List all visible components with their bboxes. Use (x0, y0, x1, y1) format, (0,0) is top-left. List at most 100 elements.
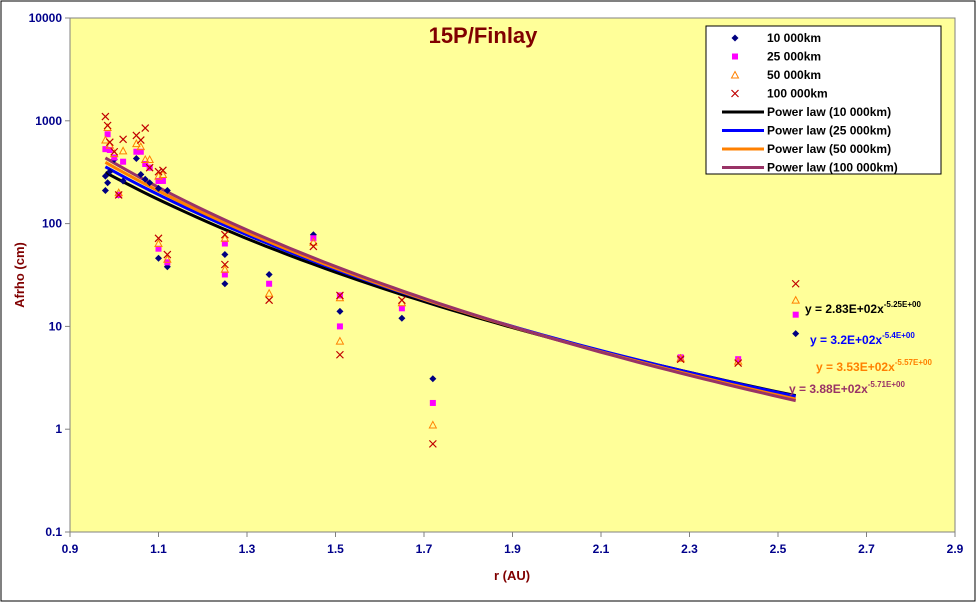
data-point (133, 148, 140, 155)
data-point (309, 242, 318, 251)
equation-label: y = 2.83E+02x-5.25E+00 (805, 300, 921, 316)
data-point (114, 191, 123, 199)
legend-marker (731, 89, 739, 98)
data-point (106, 168, 114, 176)
data-point (428, 420, 438, 429)
data-point (220, 233, 230, 242)
y-tick-label: 1 (55, 422, 62, 436)
data-point (159, 166, 167, 175)
legend-label: 50 000km (767, 68, 821, 82)
data-point (734, 359, 743, 367)
data-point (159, 177, 166, 184)
legend-marker (730, 70, 740, 79)
legend-label: Power law (10 000km) (767, 105, 891, 119)
chart-title: 15P/Finlay (429, 23, 539, 48)
y-tick-label: 10000 (29, 11, 63, 25)
data-point (119, 135, 128, 144)
data-point (140, 154, 150, 164)
data-point (120, 158, 127, 165)
x-axis-ticks: 0.9 1.1 1.3 1.5 1.7 1.9 2.1 2.3 2.5 2.7 2.9 (62, 532, 964, 556)
equation-label: y = 3.53E+02x-5.57E+00 (816, 358, 932, 374)
data-point (154, 167, 163, 176)
data-point (265, 270, 273, 278)
data-point (118, 146, 128, 155)
data-point (101, 186, 109, 194)
x-tick-label: 1.3 (239, 542, 256, 556)
data-point (220, 260, 229, 269)
data-point (155, 254, 162, 262)
data-point (336, 291, 344, 300)
legend-label: Power law (25 000km) (767, 124, 891, 138)
data-point (105, 140, 115, 149)
data-point (791, 295, 801, 304)
x-tick-label: 1.7 (416, 542, 433, 556)
data-point (101, 172, 109, 180)
data-point (791, 279, 800, 288)
x-axis-label: r (AU) (494, 568, 530, 583)
data-point (105, 138, 114, 147)
data-point (336, 307, 344, 315)
y-tick-label: 1000 (35, 114, 62, 128)
data-point (336, 350, 344, 359)
data-point (145, 163, 154, 172)
x-tick-label: 2.3 (681, 542, 698, 556)
data-point (106, 146, 113, 153)
data-point (155, 184, 162, 192)
data-point (141, 175, 149, 183)
x-tick-label: 1.5 (327, 542, 344, 556)
data-point (335, 336, 345, 345)
data-point (103, 121, 112, 130)
legend-label: 100 000km (767, 87, 828, 101)
data-point (163, 186, 171, 194)
data-point (154, 238, 163, 248)
data-point (429, 399, 436, 406)
legend-label: 10 000km (767, 31, 821, 45)
data-point (429, 375, 437, 383)
data-point (104, 179, 112, 187)
equation-label: y = 3.2E+02x-5.4E+00 (810, 331, 915, 347)
data-point (154, 234, 163, 243)
data-markers (101, 112, 801, 448)
fit-lines (104, 156, 797, 403)
data-point (101, 112, 110, 121)
data-point (398, 314, 406, 322)
data-point (221, 251, 229, 259)
equation-labels: y = 2.83E+02x-5.25E+00 y = 3.2E+02x-5.4E+… (789, 300, 932, 396)
legend-marker (731, 34, 739, 42)
y-axis-label: Afrho (cm) (12, 242, 27, 308)
data-point (735, 356, 742, 363)
data-point (677, 354, 684, 361)
x-tick-label: 2.9 (947, 542, 964, 556)
y-tick-label: 0.1 (45, 525, 62, 539)
y-tick-label: 100 (42, 217, 62, 231)
y-tick-label: 10 (49, 319, 63, 333)
data-point (137, 148, 144, 155)
legend-marker (732, 53, 738, 60)
data-point (110, 147, 119, 156)
y-axis-ticks: 0.1 1 10 100 1000 10000 (29, 11, 70, 539)
data-point (220, 230, 229, 239)
data-point (142, 160, 149, 167)
data-point (266, 280, 273, 287)
data-point (119, 177, 127, 185)
data-point (146, 179, 154, 187)
data-point (221, 240, 228, 247)
data-point (676, 355, 685, 364)
data-point (136, 142, 146, 151)
data-point (145, 154, 154, 164)
data-point (309, 237, 318, 246)
data-point (221, 271, 228, 278)
data-point (397, 296, 406, 305)
fit-line-4 (104, 156, 797, 403)
data-point (141, 124, 150, 132)
x-tick-label: 1.9 (504, 542, 521, 556)
legend-label: Power law (50 000km) (767, 142, 891, 156)
legend: 10 000km 25 000km 50 000km 100 000km Power l… (705, 25, 942, 175)
data-point (220, 264, 230, 273)
data-point (221, 280, 229, 288)
data-point (111, 154, 118, 161)
x-tick-label: 0.9 (62, 542, 79, 556)
data-point (792, 311, 799, 318)
